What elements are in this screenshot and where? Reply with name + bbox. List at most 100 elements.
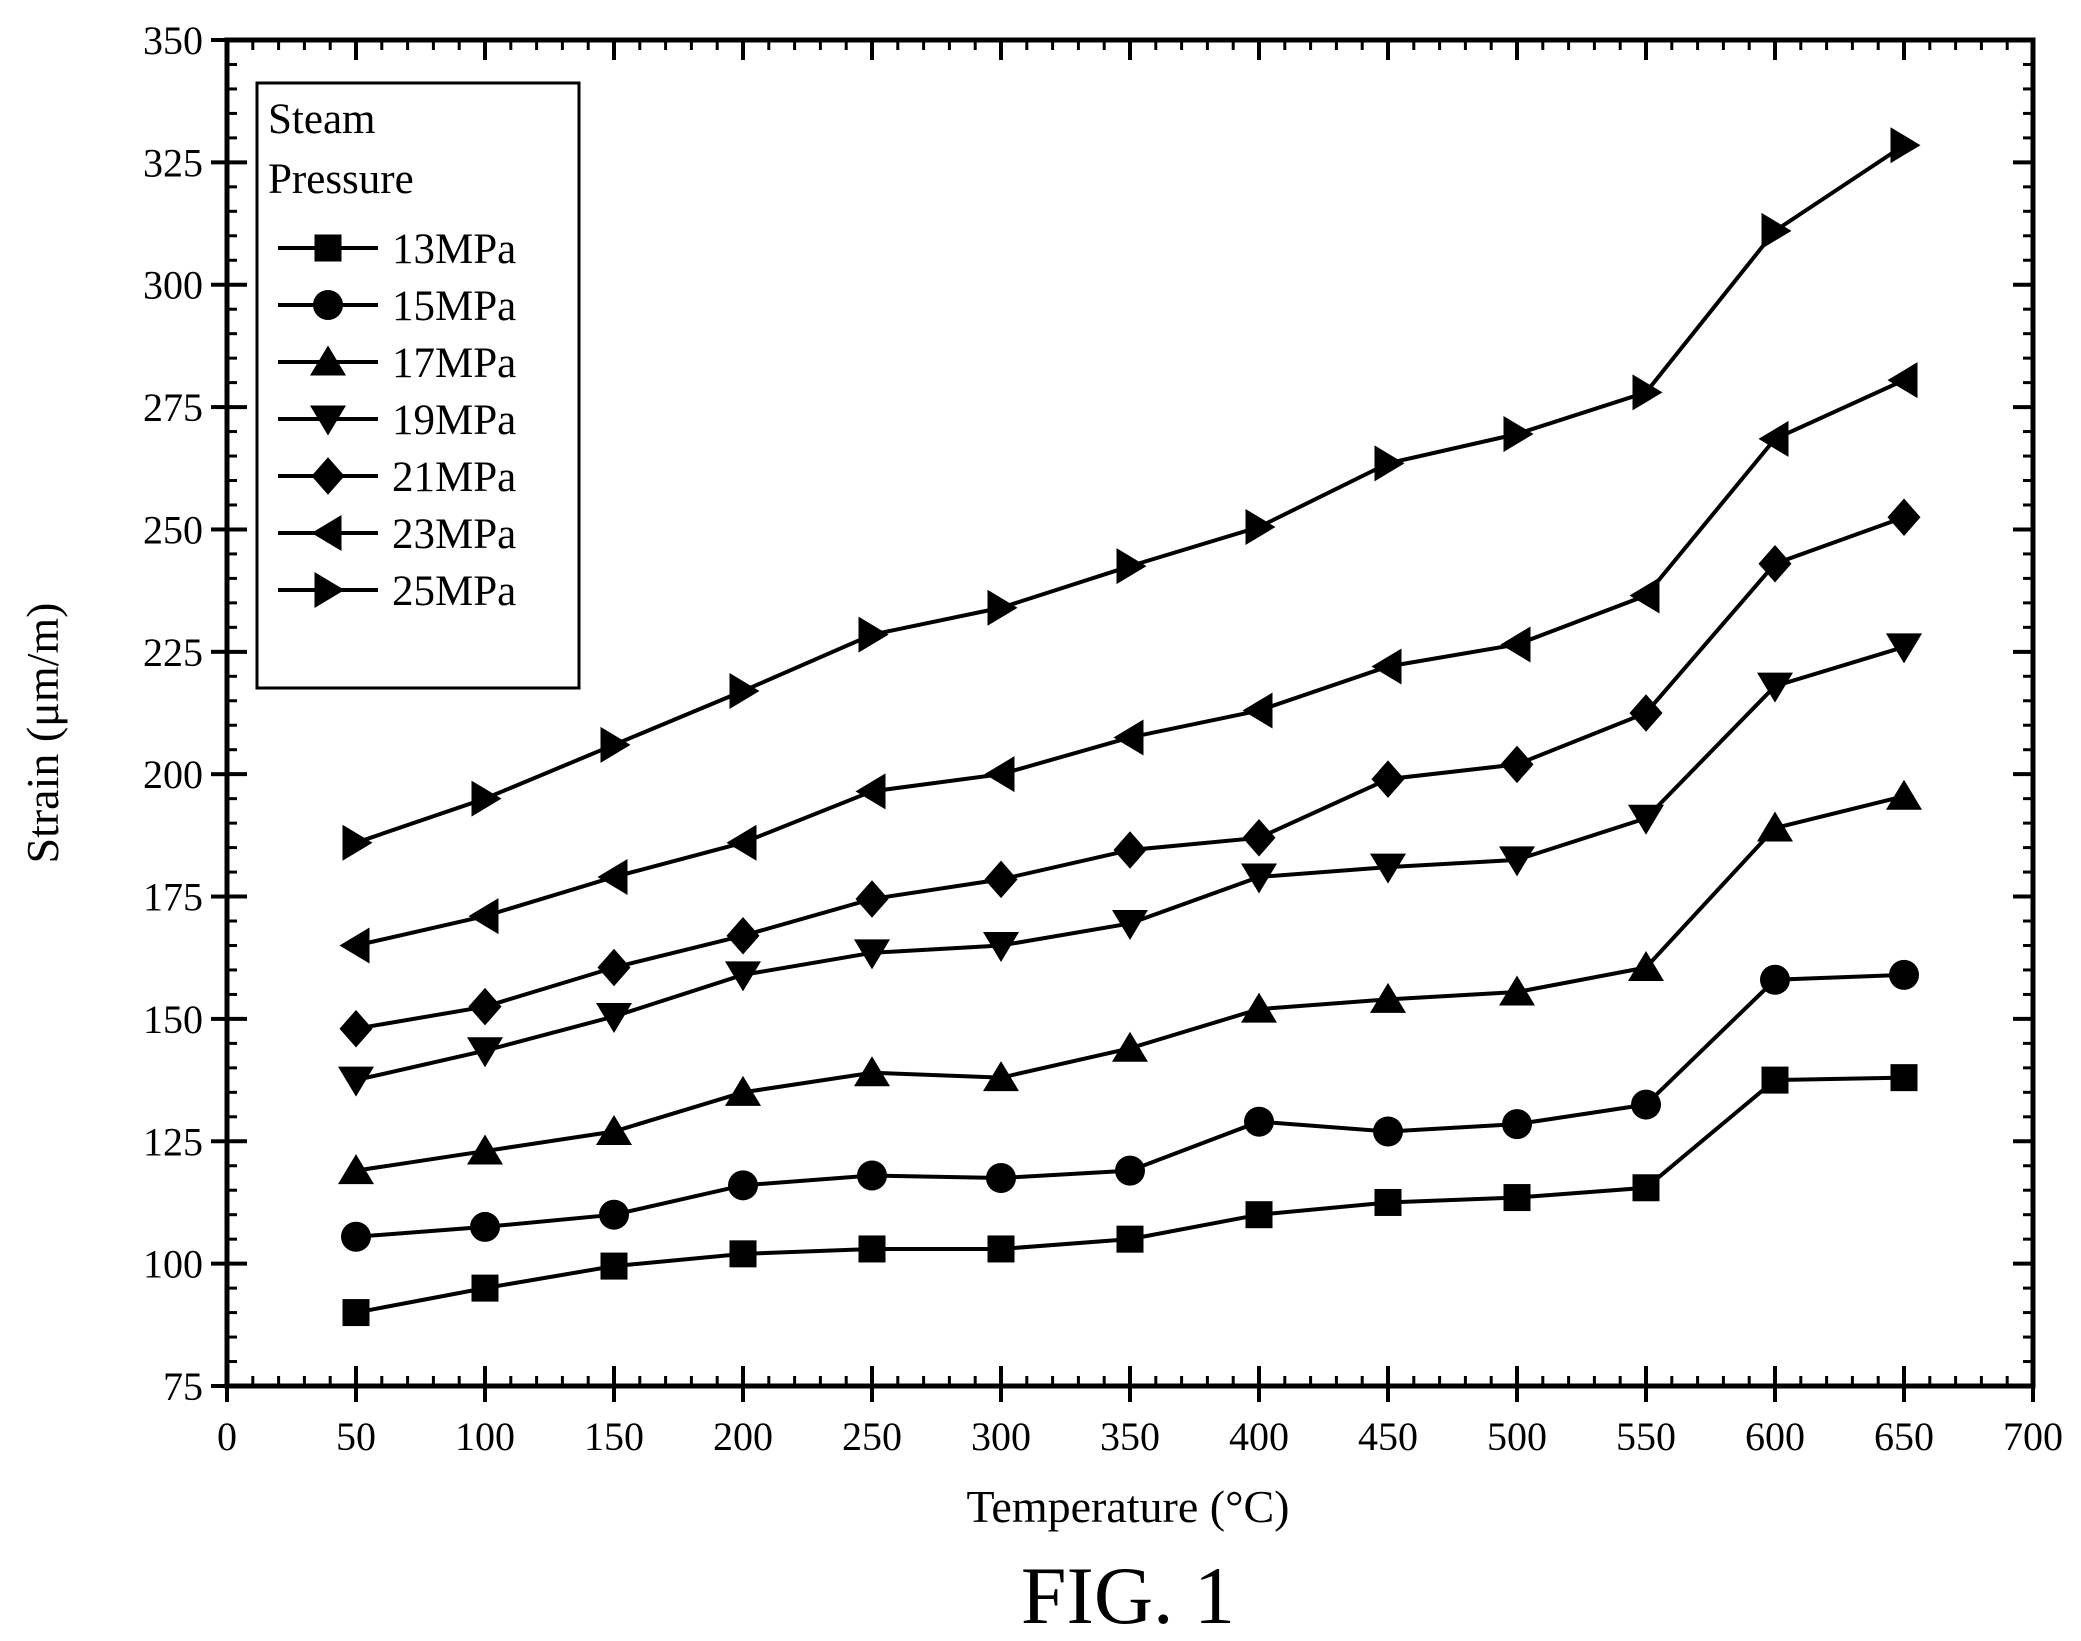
series-23MPa [339,362,1918,964]
data-point [1760,964,1790,995]
data-point [468,898,499,935]
data-point [1758,544,1792,583]
data-point [987,589,1018,626]
x-tick-label: 550 [1616,1414,1676,1459]
x-tick-label: 250 [842,1414,902,1459]
legend-label: 17MPa [392,340,516,387]
legend-label: 15MPa [392,283,516,330]
series-13MPa [342,1064,1918,1327]
data-point [1242,692,1273,729]
legend: Steam Pressure 13MPa 15MPa 17MPa 19MPa 21MPa… [255,81,581,690]
data-point [1115,1155,1145,1186]
data-point [470,1211,500,1242]
legend-marker [311,515,342,551]
data-point [1373,1116,1403,1147]
data-point [1757,672,1793,703]
data-point [1887,362,1918,399]
legend-marker [313,290,343,320]
x-tick-label: 50 [336,1414,376,1459]
x-axis-title: Temperature (°C) [967,1481,1290,1532]
legend-entry: 13MPa [278,226,516,273]
data-point [726,916,760,955]
legend-marker [310,345,346,376]
data-point [1499,975,1535,1006]
data-point [1500,626,1531,663]
figure-caption: FIG. 1 [1021,1550,1235,1641]
data-point [854,1056,890,1087]
data-point [1628,951,1664,982]
x-tick-label: 650 [1874,1414,1934,1459]
x-tick-label: 700 [2003,1414,2063,1459]
data-point [600,726,631,763]
legend-label: 13MPa [392,226,516,273]
data-point [1371,648,1402,685]
data-point [1890,127,1921,164]
series-line [355,972,1905,1239]
data-point [1502,1109,1532,1140]
y-tick-label: 350 [143,18,203,63]
data-point [338,1154,374,1185]
x-tick-label: 400 [1229,1414,1289,1459]
data-point [338,1066,374,1097]
data-point [986,1162,1016,1193]
x-tick-label: 0 [217,1414,237,1459]
data-point [1503,416,1534,453]
data-point [1113,719,1144,756]
legend-entry: 21MPa [278,454,516,501]
data-point [728,1170,758,1201]
data-point [984,756,1015,793]
series-25MPa [342,127,1921,861]
data-point [857,1160,887,1191]
data-point [1371,760,1405,798]
data-point [1370,853,1406,884]
data-point [983,931,1019,962]
legend-marker [314,234,342,262]
data-point [1889,959,1919,990]
data-point [858,616,889,653]
y-tick-label: 75 [163,1364,203,1409]
data-point [1632,374,1663,411]
data-point [1629,694,1663,732]
legend-label: 23MPa [392,511,516,558]
legend-entry: 17MPa [278,340,516,387]
data-point [597,858,628,895]
legend-entry: 25MPa [278,568,516,615]
y-tick-label: 150 [143,997,203,1042]
data-point [342,1299,370,1327]
data-point [725,961,761,992]
x-tick-label: 300 [971,1414,1031,1459]
data-point [1500,745,1534,784]
data-point [467,1134,503,1165]
data-point [471,780,502,817]
legend-title-line-2: Pressure [268,156,414,203]
data-point [1116,1225,1144,1253]
data-point [471,1274,499,1302]
data-point [339,1009,373,1048]
data-point [854,939,890,970]
data-point [1245,509,1276,546]
y-tick-label: 125 [143,1119,203,1164]
data-point [1629,577,1660,614]
legend-marker [311,457,345,495]
data-point [1241,992,1277,1023]
data-point [341,1221,371,1252]
legend-title-line-1: Steam [268,96,375,143]
data-point [1758,420,1789,457]
series-group [338,127,1922,1327]
series-19MPa [338,633,1922,1097]
y-tick-label: 225 [143,630,203,675]
legend-marker [310,405,346,436]
data-point [729,1240,757,1268]
legend-label: 25MPa [392,568,516,615]
data-point [596,1002,632,1033]
x-tick-label: 450 [1358,1414,1418,1459]
data-point [1244,1106,1274,1137]
data-point [599,1199,629,1230]
data-point [1757,811,1793,842]
x-tick-label: 500 [1487,1414,1547,1459]
data-point [1112,909,1148,940]
data-point [1112,1031,1148,1062]
data-point [983,1061,1019,1092]
legend-entry: 15MPa [278,283,516,330]
